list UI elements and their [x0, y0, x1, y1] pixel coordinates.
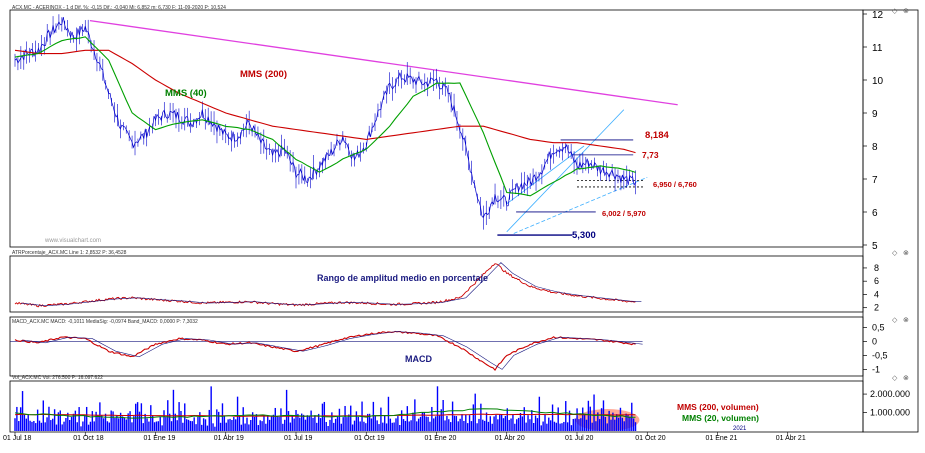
- level-6950-label: 6,950 / 6,760: [653, 180, 697, 189]
- macd-panel-controls[interactable]: ◇ ⊗: [892, 317, 909, 324]
- close-icon[interactable]: ⊗: [903, 250, 909, 257]
- vol-y-tick-label: 1.000.000: [870, 408, 910, 418]
- vol-panel-controls[interactable]: ◇ ⊗: [892, 375, 909, 382]
- atr-title: Rango de amplitud medio en porcentaje: [317, 273, 488, 283]
- macd-signal-line: [21, 331, 643, 370]
- trendline: [89, 19, 678, 106]
- vol-mms200-label: MMS (200, volumen): [677, 402, 759, 412]
- price-y-tick-label: 8: [872, 142, 878, 153]
- x-tick-label: 01 Abr 21: [776, 435, 806, 442]
- price-header: ACX.MC - ACERINOX - 1 d Dif. %: -0,15 Di…: [12, 5, 226, 11]
- price-plot: [14, 14, 678, 236]
- atr-y-tick-label: 4: [874, 289, 879, 299]
- year-2021-label: 2021: [733, 426, 747, 432]
- atr-line: [14, 263, 636, 308]
- price-y-tick-label: 9: [872, 109, 878, 120]
- price-y-tick-label: 5: [872, 241, 878, 252]
- atr-panel-controls[interactable]: ◇ ⊗: [892, 250, 909, 257]
- macd-y-tick-label: 0,5: [872, 322, 885, 332]
- close-icon[interactable]: ⊗: [903, 317, 909, 324]
- macd-y-tick-label: -1: [872, 364, 880, 374]
- atr-y-tick-label: 8: [874, 263, 879, 273]
- mms40-line: [14, 36, 636, 197]
- price-y-tick-label: 7: [872, 175, 878, 186]
- macd-header: MACD_ACX.MC MACD: -0,1011 MediaSig: -0,0…: [12, 319, 198, 325]
- x-tick-label: 01 Jul 18: [3, 435, 32, 442]
- mms200-line: [14, 49, 636, 154]
- vol-y-tick-label: 2.000.000: [870, 389, 910, 399]
- price-y-tick-label: 12: [872, 10, 884, 21]
- right-axis: [862, 9, 919, 433]
- price-y-tick-label: 10: [872, 76, 884, 87]
- volume-plot: [14, 386, 640, 431]
- atr-signal-line: [20, 262, 642, 307]
- macd-title: MACD: [405, 354, 432, 364]
- mms40-label: MMS (40): [165, 88, 207, 99]
- vol-mms20-label: MMS (20, volumen): [682, 413, 759, 423]
- axes: 5 6 7 8 9 10 11 12 2 4 6 8 0,5 0 -0,5 -1 2.000.000 1.000.…: [3, 10, 910, 442]
- level-773-label: 7,73: [642, 150, 659, 160]
- x-tick-label: 01 Oct 18: [73, 435, 103, 442]
- atr-header: ATRPorcentaje_ACX.MC Line 1: 2,8532 P: 3…: [12, 250, 127, 256]
- minimize-icon[interactable]: ◇: [892, 8, 898, 15]
- price-y-tick-label: 6: [872, 208, 878, 219]
- level-6002-label: 6,002 / 5,970: [602, 209, 646, 218]
- minimize-icon[interactable]: ◇: [892, 250, 898, 257]
- channel-upper: [506, 109, 625, 233]
- atr-y-tick-label: 2: [874, 303, 879, 313]
- x-tick-label: 01 Jul 20: [565, 435, 594, 442]
- x-tick-label: 01 Ene 19: [144, 435, 176, 442]
- atr-plot: [14, 262, 642, 308]
- watermark: www.visualchart.com: [44, 238, 101, 244]
- x-tick-label: 01 Jul 19: [284, 435, 313, 442]
- level-8184-label: 8,184: [645, 130, 669, 141]
- vol-mms20-line: [14, 408, 636, 419]
- vol-mms200-line: [14, 413, 636, 417]
- price-panel-controls[interactable]: ◇ ⊗: [892, 8, 909, 15]
- price-y-tick-label: 11: [872, 43, 883, 54]
- minimize-icon[interactable]: ◇: [892, 375, 898, 382]
- minimize-icon[interactable]: ◇: [892, 317, 898, 324]
- macd-line: [14, 330, 636, 372]
- atr-y-tick-label: 6: [874, 276, 879, 286]
- level-5300-label: 5,300: [572, 230, 596, 241]
- vol-header: Vol_ACX.MC Vol: 276.500 P: 16.097.622: [12, 375, 103, 381]
- macd-plot: [10, 330, 643, 372]
- mms200-label: MMS (200): [240, 69, 287, 80]
- macd-y-tick-label: 0: [872, 336, 877, 346]
- close-icon[interactable]: ⊗: [903, 8, 909, 15]
- macd-y-tick-label: -0,5: [872, 350, 888, 360]
- x-tick-label: 01 Abr 20: [495, 435, 525, 442]
- x-tick-label: 01 Oct 20: [635, 435, 665, 442]
- x-tick-label: 01 Oct 19: [354, 435, 384, 442]
- x-tick-label: 01 Ene 20: [425, 435, 457, 442]
- x-tick-label: 01 Abr 19: [214, 435, 244, 442]
- x-tick-label: 01 Ene 21: [706, 435, 738, 442]
- close-icon[interactable]: ⊗: [903, 375, 909, 382]
